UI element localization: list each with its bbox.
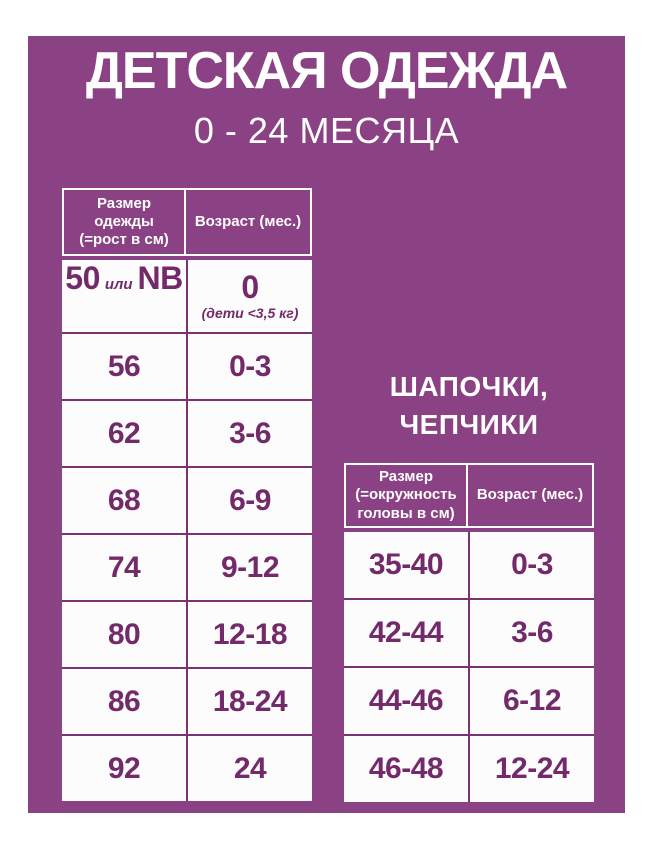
table-cell-age: 9-12 (188, 535, 312, 600)
table-cell-age-newborn: 0 (дети <3,5 кг) (188, 260, 312, 332)
hats-header-size: Размер (=окружность головы в см) (346, 465, 468, 526)
newborn-age-value: 0 (241, 269, 259, 306)
table-cell-age: 12-24 (470, 736, 594, 802)
table-cell-size: 62 (62, 401, 186, 466)
poster-background: ДЕТСКАЯ ОДЕЖДА 0 - 24 МЕСЯЦА Размер одеж… (28, 36, 625, 813)
newborn-size-alt: NB (137, 260, 184, 296)
hats-table-body: 35-40 0-3 42-44 3-6 44-46 6-12 46-48 12-… (344, 532, 594, 802)
table-cell-size: 35-40 (344, 532, 468, 598)
table-cell-age: 18-24 (188, 669, 312, 734)
newborn-size-value: 50 (65, 260, 100, 296)
table-cell-size: 68 (62, 468, 186, 533)
table-cell-size: 42-44 (344, 600, 468, 666)
clothing-table-body: 50 или NB 0 (дети <3,5 кг) 56 0-3 62 3-6… (62, 260, 312, 801)
hats-header-age: Возраст (мес.) (476, 486, 584, 504)
table-cell-size: 86 (62, 669, 186, 734)
table-cell-age: 12-18 (188, 602, 312, 667)
newborn-size-conjunction: или (104, 276, 133, 293)
clothing-size-table: Размер одежды (=рост в см) Возраст (мес.… (62, 188, 312, 801)
table-cell-age: 0-3 (470, 532, 594, 598)
table-cell-age: 6-9 (188, 468, 312, 533)
subtitle-age-range: 0 - 24 МЕСЯЦА (193, 110, 460, 151)
table-cell-size: 46-48 (344, 736, 468, 802)
table-cell-size: 74 (62, 535, 186, 600)
table-cell-size: 56 (62, 334, 186, 399)
table-cell-size: 80 (62, 602, 186, 667)
newborn-age-note: (дети <3,5 кг) (201, 304, 299, 321)
table-cell-age: 3-6 (470, 600, 594, 666)
table-cell-age: 0-3 (188, 334, 312, 399)
hats-size-table: Размер (=окружность головы в см) Возраст… (344, 463, 594, 802)
table-cell-age: 6-12 (470, 668, 594, 734)
main-title: ДЕТСКАЯ ОДЕЖДА (85, 42, 568, 100)
table-cell-age: 24 (188, 736, 312, 801)
table-cell-size: 44-46 (344, 668, 468, 734)
clothing-header-age: Возраст (мес.) (194, 212, 302, 230)
table-cell-size: 92 (62, 736, 186, 801)
hats-table-header-row: Размер (=окружность головы в см) Возраст… (344, 463, 594, 528)
clothing-header-size: Размер одежды (=рост в см) (64, 190, 186, 254)
table-cell-age: 3-6 (188, 401, 312, 466)
hats-section-title: ШАПОЧКИ, ЧЕПЧИКИ (389, 371, 549, 440)
table-cell-size-newborn: 50 или NB (62, 260, 186, 332)
clothing-table-header-row: Размер одежды (=рост в см) Возраст (мес.… (62, 188, 312, 256)
